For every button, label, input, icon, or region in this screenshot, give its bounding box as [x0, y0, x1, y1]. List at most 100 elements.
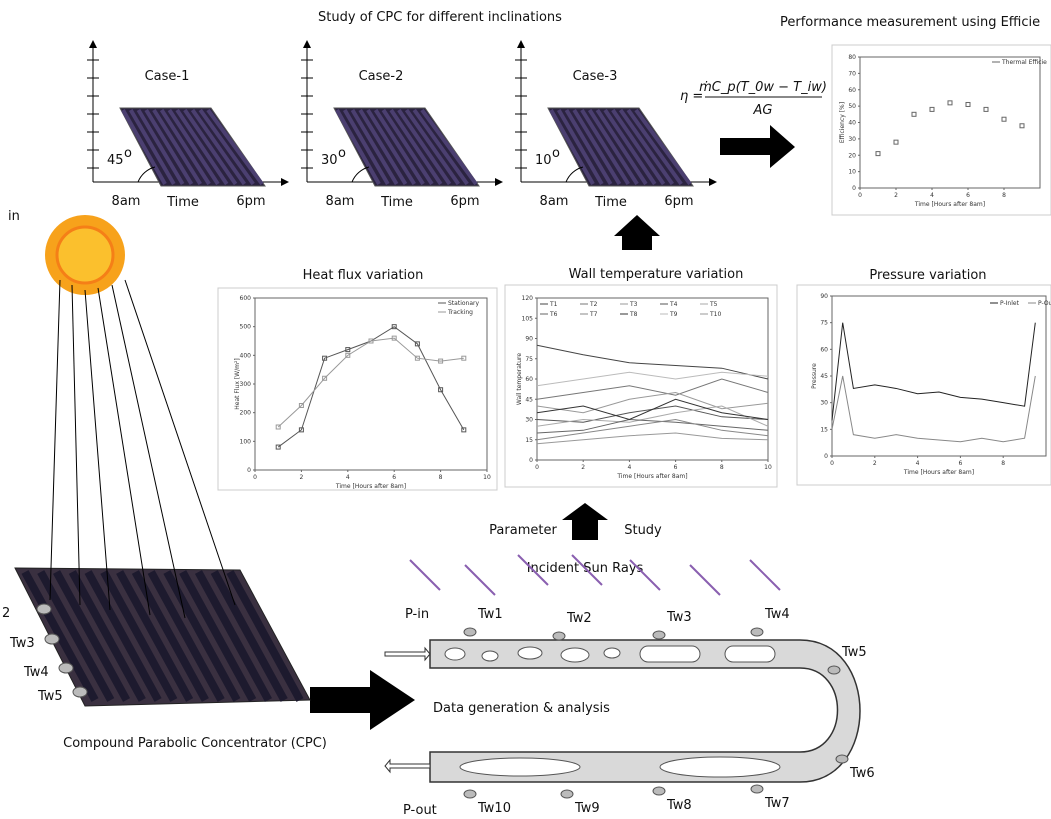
tube [611, 108, 666, 186]
tube [167, 108, 220, 186]
sun-label: in [8, 209, 20, 224]
tube [564, 108, 613, 186]
legend-label: Tracking [447, 309, 473, 316]
tube [412, 108, 469, 186]
legend-label: P-Out [1038, 300, 1051, 307]
series-line [831, 375, 1036, 443]
performance-title: Performance measurement using Efficie [780, 15, 1040, 30]
sensor-label: Tw10 [477, 801, 511, 816]
x-tick-label: 0 [535, 464, 539, 471]
y-tick-label: 70 [848, 70, 856, 77]
point [322, 375, 328, 381]
x-tick-label: 4 [916, 460, 920, 467]
series-line [536, 418, 769, 441]
x-tick-label: 6 [966, 192, 970, 199]
point [438, 358, 444, 364]
y-tick-label: 80 [848, 54, 856, 61]
parameter: Parameter [489, 523, 557, 538]
point [322, 355, 328, 361]
sensor-label: Tw4 [23, 665, 49, 680]
point [1001, 116, 1007, 122]
tube [350, 108, 399, 186]
point [414, 341, 420, 347]
x-tick-label: 10 [483, 474, 491, 481]
panel [831, 44, 1051, 216]
sensor [652, 786, 666, 796]
tube [358, 108, 408, 186]
angle-arc [137, 166, 156, 183]
tube [159, 108, 211, 186]
series-line [536, 405, 769, 427]
point [1019, 123, 1025, 129]
y-tick-label: 60 [820, 346, 828, 353]
y-tick-label: 200 [240, 410, 252, 417]
point [368, 338, 374, 344]
arrow [310, 670, 415, 730]
legend-label: T10 [709, 311, 721, 318]
panel [217, 287, 498, 491]
angle: 30 [321, 153, 338, 168]
sensor-label: Tw4 [764, 607, 790, 622]
solar-panel [119, 107, 266, 187]
y-tick-label: 40 [848, 120, 856, 127]
legend-label: T5 [709, 301, 718, 308]
x-label: Time [Hours after 8am] [903, 469, 974, 476]
formula-denominator: AG [753, 103, 773, 118]
case-label: Case-1 [145, 69, 190, 84]
x-tick-label: 8 [1001, 460, 1005, 467]
ray [97, 287, 151, 616]
x-tick-label: 2 [299, 474, 303, 481]
point [461, 355, 467, 361]
ray [84, 289, 111, 611]
x-tick-label: 10 [764, 464, 772, 471]
tube [626, 108, 683, 186]
x-tick-label: 0 [253, 474, 257, 481]
p-out: P-out [403, 803, 437, 818]
y-tick-label: 45 [820, 373, 828, 380]
sensor-label: Tw9 [574, 801, 600, 816]
point [438, 387, 444, 393]
ray [111, 284, 186, 619]
series-line [536, 418, 769, 434]
tube [549, 109, 595, 185]
tube [226, 570, 304, 702]
case-label: Case-2 [359, 69, 404, 84]
x-tick-label: 2 [873, 460, 877, 467]
sensor [36, 603, 52, 615]
sensor-label: Tw6 [849, 766, 875, 781]
tube [335, 109, 381, 185]
arrowhead [495, 178, 503, 186]
x-label: Time [Hours after 8am] [914, 201, 985, 208]
y-tick-label: 20 [848, 152, 856, 159]
angle-arc [351, 166, 370, 183]
x-label: Time [Hours after 8am] [335, 483, 406, 490]
time-axis: Time [166, 195, 199, 210]
y-tick-label: 400 [240, 352, 252, 359]
tube [175, 108, 229, 186]
tube [128, 108, 176, 186]
x-tick-label: 2 [581, 464, 585, 471]
y-tick-label: 300 [240, 381, 252, 388]
series-line [536, 371, 769, 387]
ray [71, 284, 81, 606]
arrowhead [281, 178, 289, 186]
tube [572, 108, 622, 186]
wall-title: Wall temperature variation [569, 267, 744, 282]
arrow [720, 125, 795, 168]
y-tick-label: 0 [824, 453, 828, 460]
arrowhead [517, 40, 525, 48]
series-line [831, 322, 1036, 421]
time-end: 6pm [236, 194, 265, 209]
point [929, 106, 935, 112]
time-start: 8am [540, 194, 569, 209]
series-line [536, 432, 769, 445]
arrowhead [709, 178, 717, 186]
legend-label: T1 [549, 301, 558, 308]
tube [389, 108, 443, 186]
panel [504, 284, 778, 488]
x-label: Time [Hours after 8am] [616, 473, 687, 480]
y-tick-label: 90 [820, 293, 828, 300]
degree: o [552, 146, 560, 161]
tube [595, 108, 648, 186]
